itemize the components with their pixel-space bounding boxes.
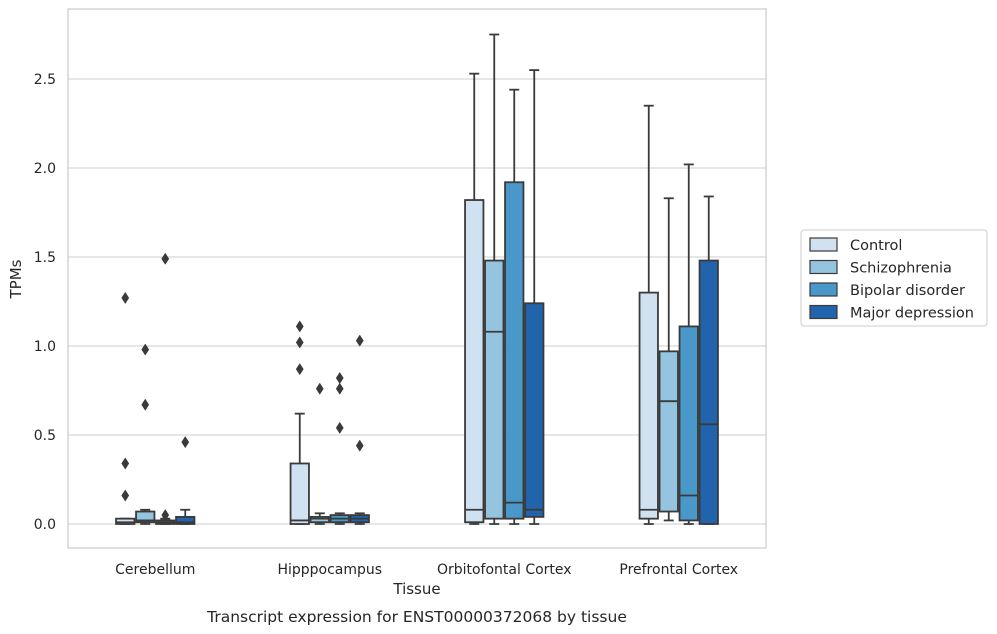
outlier-point — [335, 371, 344, 385]
legend-swatch — [809, 282, 838, 297]
outlier-point — [141, 398, 150, 411]
outlier-point — [295, 363, 304, 376]
outlier-point — [335, 382, 344, 395]
x-tick-label: Prefrontal Cortex — [619, 562, 738, 578]
x-tick-label: Hipppocampus — [277, 562, 382, 578]
outlier-point — [121, 291, 130, 305]
box-bipolar-disorder — [504, 88, 525, 525]
box-major-depression — [349, 334, 370, 525]
legend-label: Schizophrenia — [850, 261, 952, 277]
y-tick-label: 1.5 — [34, 250, 56, 266]
box-iqr — [289, 462, 310, 525]
box-control — [115, 291, 136, 525]
legend-swatch — [809, 304, 838, 320]
box-control — [464, 72, 485, 525]
y-tick-label: 2.0 — [34, 161, 56, 177]
outlier-point — [355, 334, 364, 347]
plot-area-frame — [67, 8, 767, 549]
box-iqr — [484, 259, 505, 520]
outlier-point — [161, 509, 170, 522]
legend: Control Schizophrenia Bipolar disorder Majo… — [800, 229, 988, 327]
x-tick-label: Orbitofontal Cortex — [437, 562, 572, 578]
legend-label: Control — [850, 238, 902, 254]
box-bipolar-disorder — [329, 371, 350, 525]
box-control — [638, 104, 659, 525]
x-axis-title: Tissue — [392, 580, 440, 598]
outlier-point — [181, 436, 190, 449]
box-major-depression — [175, 436, 196, 525]
box-iqr — [135, 510, 156, 524]
y-tick-label: 0.0 — [34, 517, 56, 533]
chart-caption: Transcript expression for ENST0000037206… — [206, 608, 627, 626]
box-iqr — [175, 515, 196, 525]
legend-swatch — [809, 237, 838, 252]
outlier-point — [355, 439, 364, 452]
outlier-point — [295, 336, 304, 349]
legend-item: Major depression — [809, 304, 974, 322]
box-schizophrenia — [135, 343, 156, 525]
box-schizophrenia — [658, 197, 679, 522]
y-tick-label: 2.5 — [34, 72, 56, 88]
legend-label: Major depression — [850, 306, 974, 322]
outlier-point — [161, 252, 170, 265]
y-axis-tick-labels: 0.0 0.5 1.0 1.5 2.0 2.5 — [34, 72, 56, 533]
y-axis-title: TPMs — [7, 259, 25, 299]
outlier-point — [121, 489, 130, 502]
legend-swatch — [809, 259, 838, 275]
legend-item: Schizophrenia — [809, 259, 952, 277]
outlier-point — [315, 382, 324, 395]
x-axis-tick-labels: Cerebellum Hipppocampus Orbitofontal Corte… — [115, 562, 738, 578]
box-schizophrenia — [309, 382, 330, 525]
box-major-depression — [524, 69, 545, 525]
box-iqr — [464, 199, 485, 524]
outlier-point — [295, 320, 304, 333]
box-control — [289, 320, 310, 525]
legend-label: Bipolar disorder — [850, 283, 965, 299]
box-iqr — [524, 302, 545, 518]
box-iqr — [658, 350, 679, 513]
outlier-point — [335, 421, 344, 434]
box-major-depression — [698, 195, 719, 525]
box-iqr — [504, 181, 525, 520]
outlier-point — [141, 343, 150, 356]
x-tick-label: Cerebellum — [115, 562, 195, 578]
legend-frame — [800, 229, 988, 327]
box-schizophrenia — [484, 33, 505, 525]
legend-item: Control — [809, 237, 902, 254]
outlier-point — [121, 457, 130, 470]
box-series-layer — [115, 33, 719, 525]
y-tick-label: 0.5 — [34, 428, 56, 444]
box-iqr — [638, 291, 659, 520]
y-tick-label: 1.0 — [34, 339, 56, 355]
box-bipolar-disorder — [678, 163, 699, 525]
box-bipolar-disorder — [155, 252, 176, 525]
box-iqr — [678, 325, 699, 522]
box-iqr — [698, 259, 719, 525]
legend-item: Bipolar disorder — [809, 282, 965, 299]
